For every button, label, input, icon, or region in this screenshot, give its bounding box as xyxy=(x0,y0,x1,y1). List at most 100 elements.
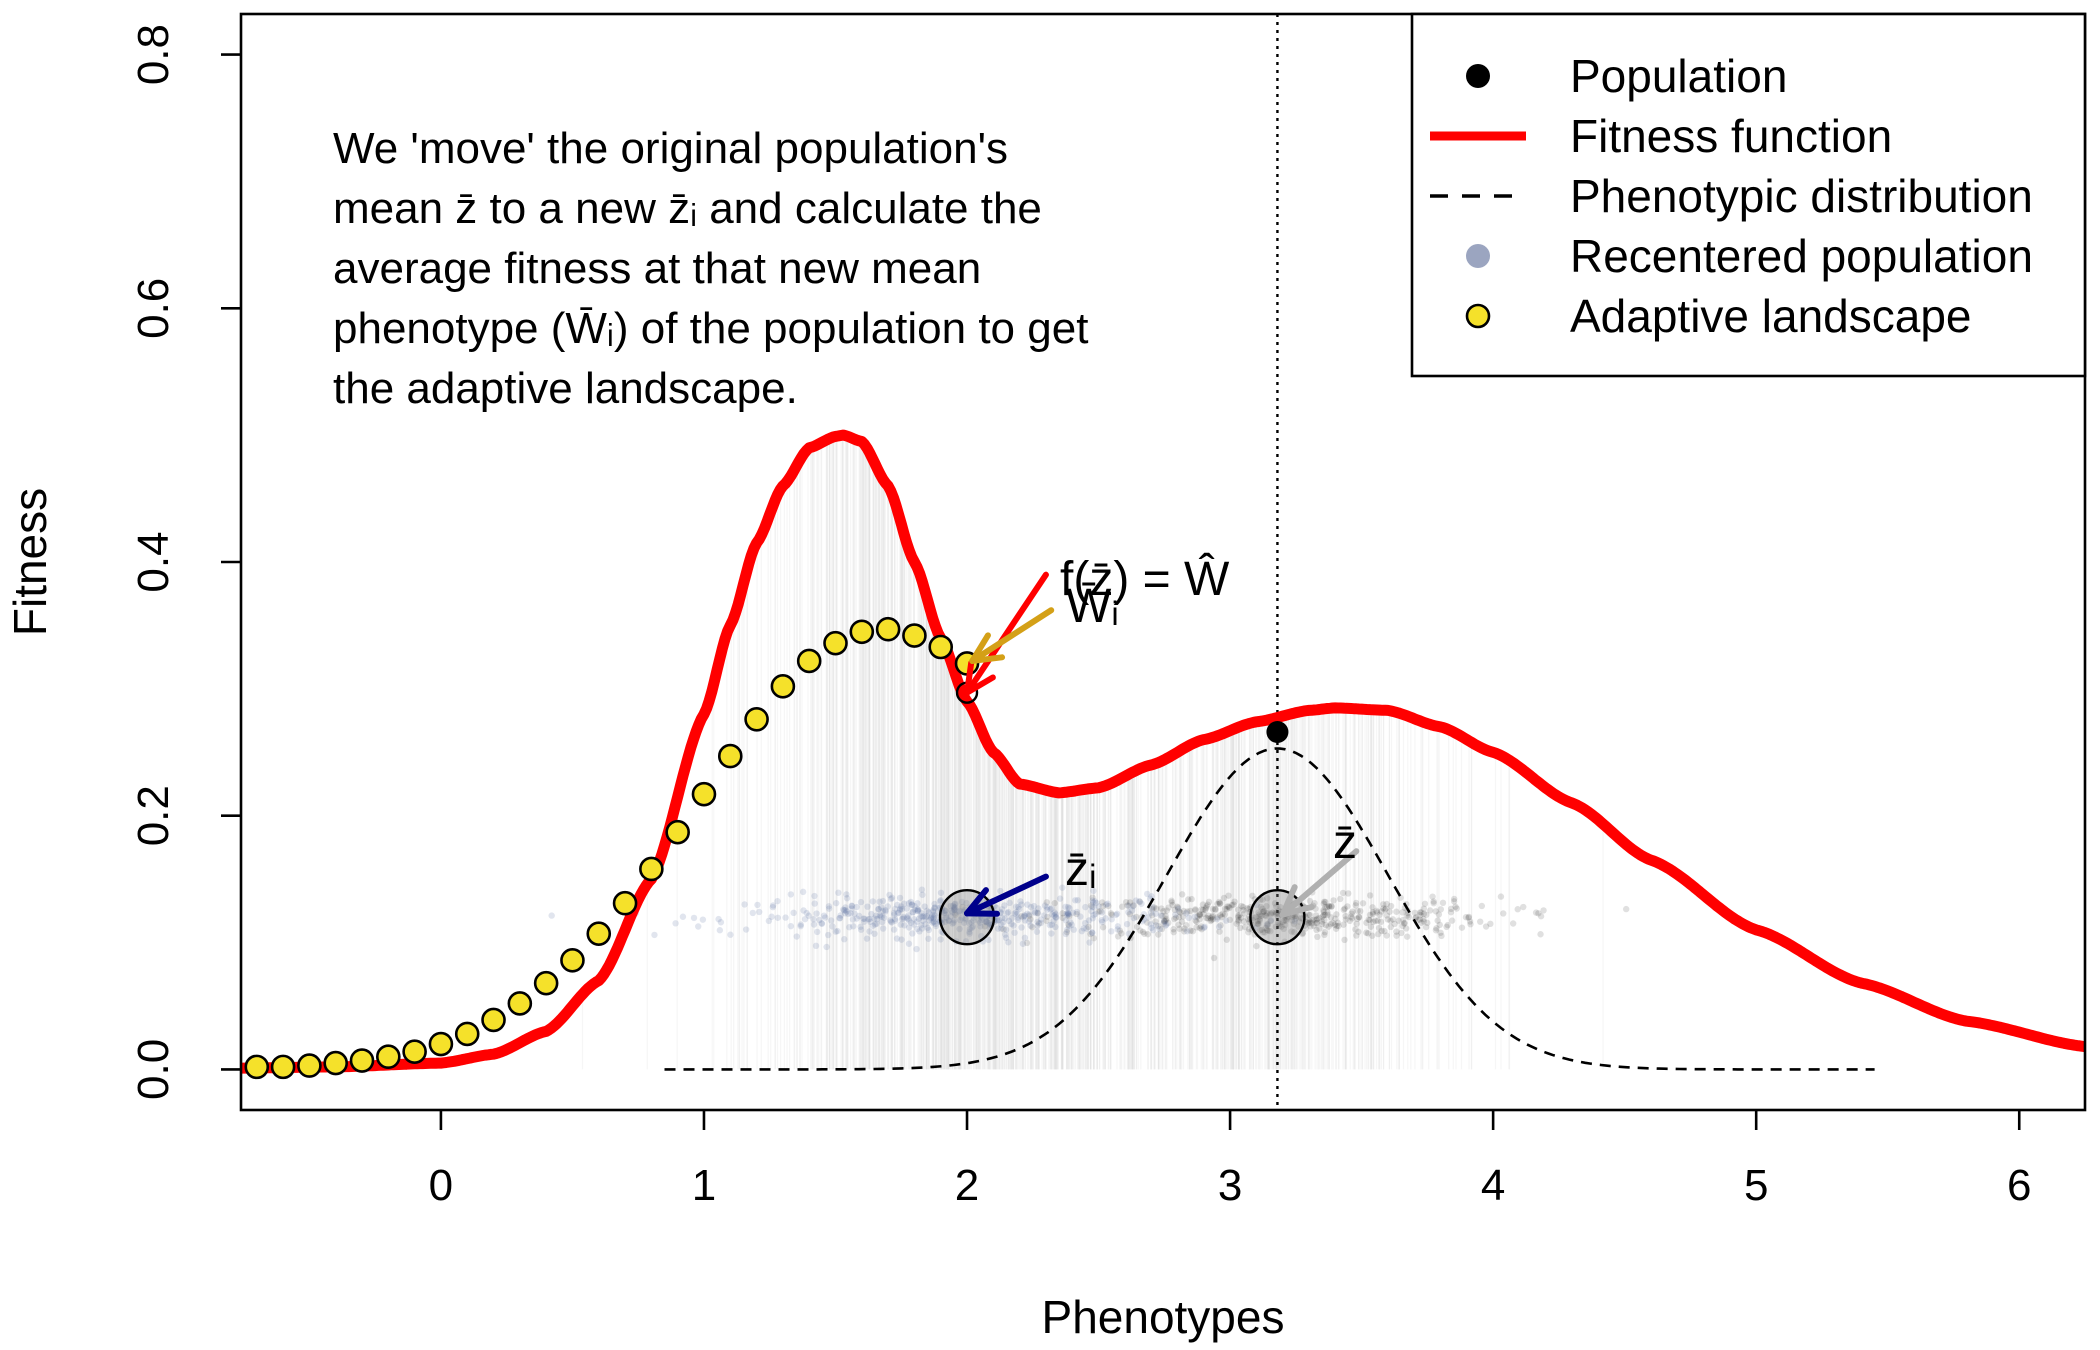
recentered-cloud-point xyxy=(1138,900,1145,907)
recentered-cloud-point xyxy=(867,918,874,926)
population-cloud-point xyxy=(1161,918,1168,925)
population-cloud-point xyxy=(1344,903,1351,910)
population-cloud-point xyxy=(1194,913,1201,920)
population-cloud-point xyxy=(1500,910,1507,917)
population-cloud-point xyxy=(1375,930,1382,938)
recentered-cloud-point xyxy=(907,919,915,926)
population-cloud-point xyxy=(1256,915,1264,923)
population-cloud-point xyxy=(1263,902,1270,910)
recentered-cloud-point xyxy=(825,903,833,910)
legend-label: Adaptive landscape xyxy=(1570,290,1972,342)
population-cloud-point xyxy=(1209,905,1217,913)
recentered-cloud-point xyxy=(896,906,904,914)
population-cloud-point xyxy=(1393,908,1400,915)
recentered-cloud-point xyxy=(880,914,888,921)
legend-symbol-landscape-dot xyxy=(1465,303,1491,329)
recentered-cloud-point xyxy=(800,907,807,914)
recentered-cloud-point xyxy=(924,924,931,931)
recentered-cloud-point xyxy=(836,914,844,922)
recentered-cloud-point xyxy=(1130,914,1138,922)
recentered-cloud-point xyxy=(925,935,932,942)
recentered-cloud-point xyxy=(1147,909,1155,916)
population-cloud-point xyxy=(1381,906,1389,913)
population-cloud-point xyxy=(1402,925,1410,932)
adaptive-landscape-point xyxy=(297,1053,322,1078)
adaptive-landscape-point xyxy=(507,991,533,1016)
population-cloud-point xyxy=(1150,904,1158,911)
population-cloud-point xyxy=(1087,930,1094,938)
population-cloud-point xyxy=(1283,915,1291,922)
recentered-cloud-point xyxy=(1049,911,1056,918)
recentered-cloud-point xyxy=(950,919,957,926)
population-cloud-point xyxy=(1178,918,1186,925)
recentered-cloud-point xyxy=(749,909,757,917)
recentered-cloud-point xyxy=(925,926,933,934)
population-cloud-point xyxy=(1253,942,1260,950)
population-cloud-point xyxy=(1306,918,1313,925)
population-cloud-point xyxy=(1342,912,1349,920)
recentered-cloud-point xyxy=(1125,902,1132,909)
population-cloud-point xyxy=(1318,920,1326,928)
population-cloud-point xyxy=(1263,909,1271,917)
recentered-cloud-point xyxy=(1263,921,1271,928)
legend-symbol-dot xyxy=(1466,244,1490,268)
recentered-cloud-point xyxy=(898,936,905,943)
recentered-cloud-point xyxy=(1064,910,1072,917)
recentered-cloud-point xyxy=(1089,915,1097,922)
legend: Population Fitness function Phenotypic dis… xyxy=(1410,12,2087,378)
recentered-cloud-point xyxy=(846,924,853,931)
population-mean-label: z̄ xyxy=(1333,816,1357,869)
population-cloud-point xyxy=(1348,915,1356,922)
recentered-cloud-point xyxy=(1001,902,1008,909)
recentered-cloud-point xyxy=(1128,907,1136,914)
x-tick-label: 5 xyxy=(1744,1161,1768,1210)
recentered-cloud-point xyxy=(937,897,944,904)
population-cloud-point xyxy=(1235,918,1242,925)
recentered-cloud-point xyxy=(898,915,906,923)
recentered-cloud-point xyxy=(1005,917,1013,925)
population-cloud-point xyxy=(1252,913,1260,921)
recentered-cloud-point xyxy=(873,920,880,927)
population-cloud-point xyxy=(1399,909,1406,916)
recentered-cloud-point xyxy=(1002,931,1009,938)
recentered-cloud-point xyxy=(931,904,939,911)
recentered-cloud-point xyxy=(866,928,873,935)
recentered-cloud-point xyxy=(921,912,928,920)
population-cloud-point xyxy=(1359,900,1367,907)
recentered-cloud-point xyxy=(930,918,937,925)
x-axis-title: Phenotypes xyxy=(1042,1291,1285,1343)
recentered-cloud-point xyxy=(715,915,722,923)
population-cloud-point xyxy=(1312,912,1320,919)
population-cloud-point xyxy=(1349,908,1356,915)
population-cloud-point xyxy=(1141,930,1148,937)
recentered-cloud-point xyxy=(993,904,1000,911)
population-cloud-point xyxy=(1059,914,1066,922)
recentered-cloud-point xyxy=(787,922,795,930)
recentered-cloud-point xyxy=(1074,897,1081,904)
recentered-cloud-point xyxy=(894,910,902,917)
recentered-cloud-point xyxy=(932,922,940,930)
population-cloud-point xyxy=(1352,899,1360,907)
population-cloud-point xyxy=(1256,927,1264,934)
recentered-cloud-point xyxy=(871,921,879,928)
recentered-cloud-point xyxy=(918,925,926,932)
recentered-cloud-point xyxy=(956,916,964,924)
population-cloud-point xyxy=(1288,917,1296,924)
population-cloud-point xyxy=(1192,907,1199,914)
recentered-cloud-point xyxy=(949,920,956,927)
population-cloud-point xyxy=(1216,928,1223,935)
recentered-cloud-point xyxy=(1066,904,1073,912)
recentered-cloud-point xyxy=(857,898,865,906)
recentered-cloud-point xyxy=(1063,910,1070,917)
population-cloud-point xyxy=(1023,939,1031,947)
population-cloud-point xyxy=(1179,913,1187,920)
recentered-cloud-point xyxy=(1150,926,1157,934)
recentered-cloud-point xyxy=(927,914,935,922)
recentered-cloud-point xyxy=(929,908,937,915)
population-cloud-point xyxy=(1316,914,1323,922)
population-cloud-point xyxy=(1240,918,1248,925)
recentered-cloud-point xyxy=(1017,898,1024,905)
recentered-cloud-point xyxy=(860,915,867,922)
recentered-cloud-point xyxy=(856,912,863,920)
